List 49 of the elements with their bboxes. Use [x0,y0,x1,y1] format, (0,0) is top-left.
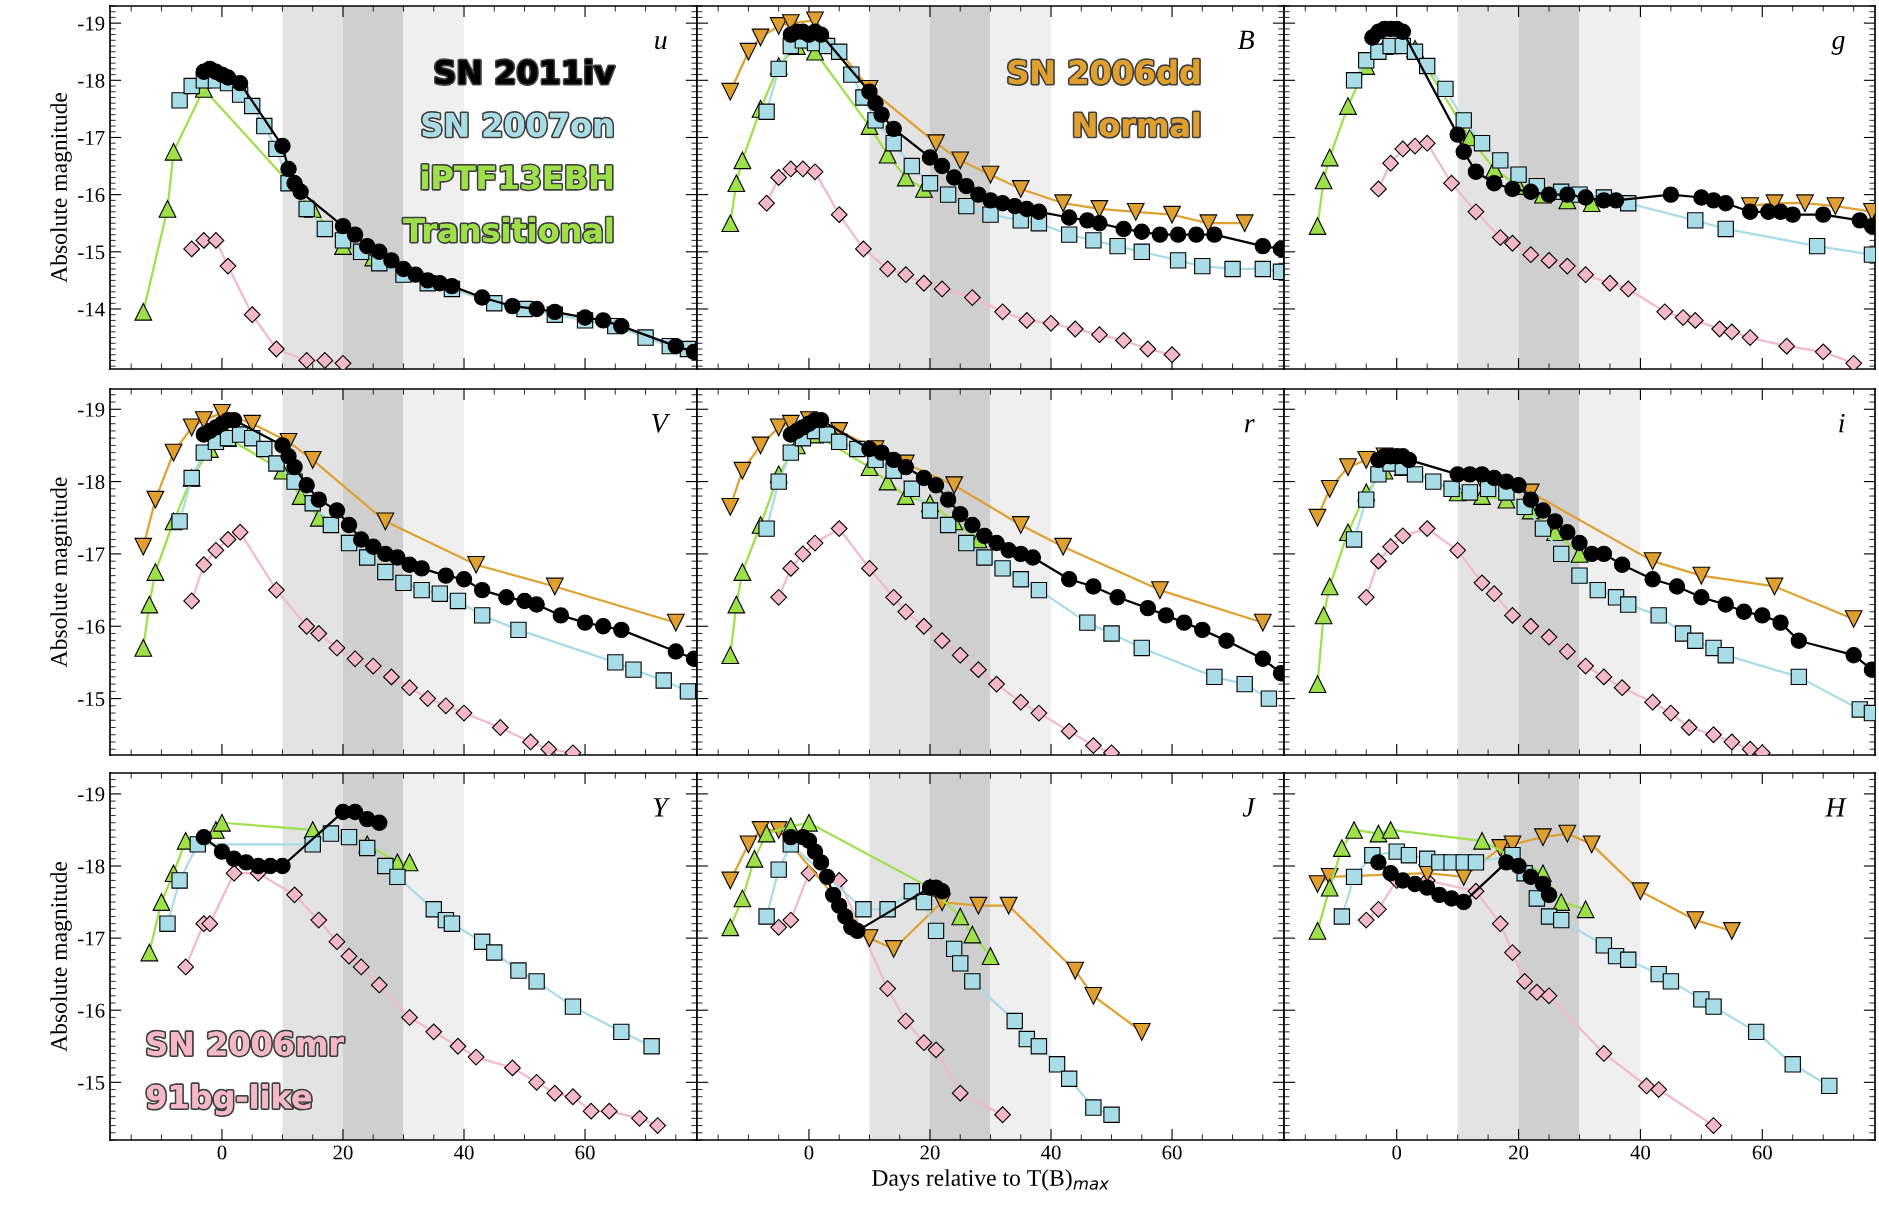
y-tick-label: -19 [78,787,105,802]
y-axis-title: Absolute magnitude [50,92,72,283]
series-label: SN 2006mr [147,1031,344,1056]
y-tick-label: -16 [78,619,105,634]
y-axis-title: Absolute magnitude [50,861,72,1052]
annotation: Transitional [403,217,613,243]
legend-label: SN 2006dd [1008,59,1200,85]
x-tick-label: 20 [333,1145,353,1160]
x-tick-label: 20 [920,1145,940,1160]
annotation: Normal [1074,112,1200,137]
y-tick-label: -17 [78,130,105,145]
y-tick-label: -18 [78,73,105,88]
text: B [1237,30,1255,50]
legend-label: SN 2007on [422,112,613,137]
text: i [1839,413,1845,433]
x-tick-label: 0 [217,1145,227,1160]
y-tick-label: -17 [78,931,105,946]
y-tick-label: -15 [78,245,105,260]
text: Y [653,798,671,817]
x-tick-label: 40 [454,1145,474,1160]
text: u [655,36,667,50]
legend-label: SN 2011iv [435,59,615,85]
x-tick-label: 20 [1509,1145,1529,1160]
x-tick-label: 0 [804,1145,814,1160]
x-tick-label: 60 [1752,1145,1772,1160]
text: r [1244,419,1255,433]
y-axis-title: Absolute magnitude [50,477,72,668]
x-tick-label: 60 [1162,1145,1182,1160]
y-tick-label: -18 [78,859,105,874]
y-tick-label: -16 [78,188,105,203]
annotation: 91bg-like [146,1084,312,1116]
text: H [1825,798,1847,817]
legend-label: iPTF13EBH [422,164,612,190]
x-tick-label: 40 [1630,1145,1651,1160]
x-axis-title: Days relative to T(B)$_{max}$ [872,1169,1110,1191]
x-tick-label: 0 [1392,1145,1402,1160]
y-tick-label: -16 [78,1003,105,1018]
text: J [1242,798,1256,817]
text: V [652,414,671,433]
y-tick-label: -14 [78,302,105,317]
y-tick-label: -19 [78,16,105,31]
x-tick-label: 60 [575,1145,595,1160]
y-tick-label: -15 [78,1075,105,1090]
text: g [1831,35,1845,55]
y-tick-label: -19 [78,402,105,417]
y-tick-label: -17 [78,547,105,562]
y-tick-label: -18 [78,474,105,490]
y-tick-label: -15 [78,692,105,707]
x-tick-label: 40 [1041,1145,1061,1160]
